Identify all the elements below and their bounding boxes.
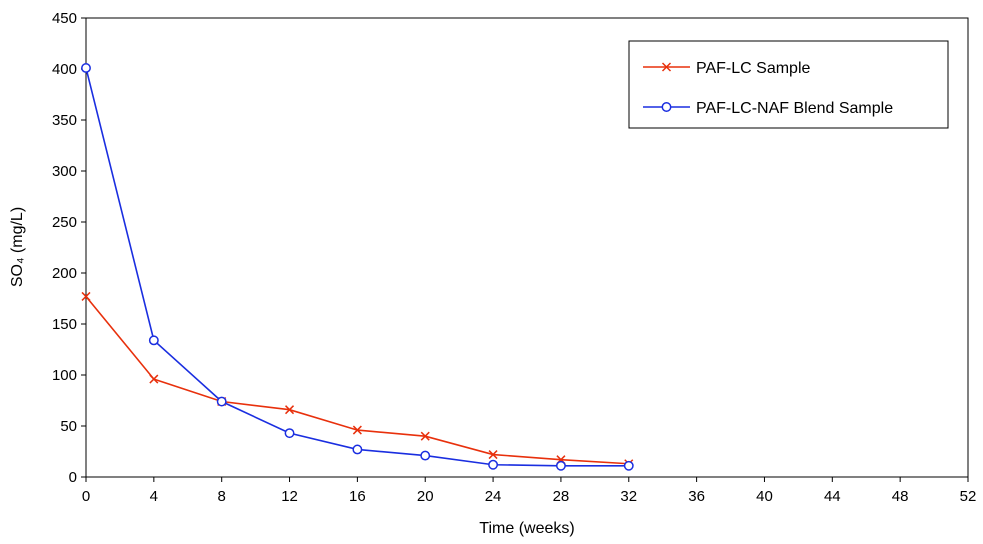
- x-tick-label: 0: [82, 488, 90, 505]
- y-tick-label: 350: [52, 112, 77, 129]
- y-tick-label: 450: [52, 10, 77, 27]
- data-point: [352, 425, 362, 435]
- y-tick-label: 0: [69, 469, 77, 486]
- x-axis-title: Time (weeks): [479, 520, 574, 537]
- legend-label: PAF-LC-NAF Blend Sample: [696, 100, 893, 117]
- y-tick-label: 400: [52, 61, 77, 78]
- data-point: [488, 450, 498, 460]
- y-axis-title: SO₄ (mg/L): [9, 207, 26, 287]
- x-tick-label: 44: [824, 488, 841, 505]
- data-point: [285, 405, 295, 415]
- data-point: [623, 460, 634, 471]
- series-2: [81, 63, 634, 471]
- y-tick-label: 300: [52, 163, 77, 180]
- data-point: [284, 428, 295, 439]
- x-tick-label: 28: [553, 488, 570, 505]
- data-point: [216, 396, 227, 407]
- series-layer: [81, 63, 634, 471]
- x-tick-label: 4: [150, 488, 158, 505]
- data-point: [420, 431, 430, 441]
- x-tick-label: 8: [218, 488, 226, 505]
- data-point: [149, 374, 159, 384]
- x-tick-label: 32: [620, 488, 637, 505]
- y-tick-label: 150: [52, 316, 77, 333]
- data-point: [352, 444, 363, 455]
- legend: PAF-LC Sample PAF-LC-NAF Blend Sample: [628, 40, 949, 129]
- legend-items: PAF-LC Sample PAF-LC-NAF Blend Sample: [643, 60, 893, 117]
- data-point: [81, 291, 91, 301]
- legend-swatch-marker: [661, 62, 672, 72]
- legend-swatch-marker: [661, 102, 672, 112]
- legend-item: PAF-LC Sample: [643, 60, 811, 77]
- x-tick-label: 52: [960, 488, 977, 505]
- data-point: [148, 335, 159, 346]
- x-tick-label: 20: [417, 488, 434, 505]
- legend-item: PAF-LC-NAF Blend Sample: [643, 100, 893, 117]
- data-point: [488, 459, 499, 470]
- x-axis-ticks: 0 4 8 12 16 20 24 28 32 36 40 44 48 52: [82, 477, 977, 505]
- data-point: [420, 450, 431, 461]
- x-tick-label: 24: [485, 488, 502, 505]
- y-tick-label: 50: [60, 418, 77, 435]
- legend-box: [628, 40, 949, 129]
- data-point: [555, 460, 566, 471]
- legend-label: PAF-LC Sample: [696, 60, 811, 77]
- data-point: [81, 63, 91, 73]
- y-axis-ticks: 0 50 100 150 200 250 300 350 400 450: [52, 10, 86, 486]
- x-tick-label: 48: [892, 488, 909, 505]
- x-tick-label: 16: [349, 488, 366, 505]
- x-tick-label: 36: [688, 488, 705, 505]
- x-tick-label: 40: [756, 488, 773, 505]
- y-tick-label: 200: [52, 265, 77, 282]
- x-tick-label: 12: [281, 488, 298, 505]
- y-tick-label: 100: [52, 367, 77, 384]
- y-tick-label: 250: [52, 214, 77, 231]
